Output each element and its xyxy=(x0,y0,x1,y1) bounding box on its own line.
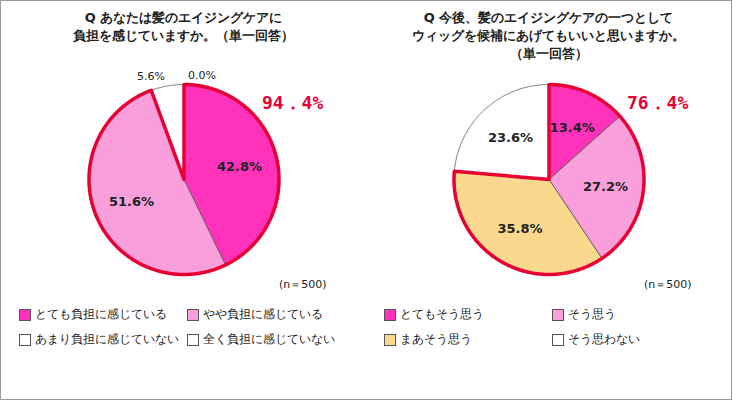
svg-text:23.6%: 23.6% xyxy=(488,130,533,145)
svg-text:27.2%: 27.2% xyxy=(583,179,628,194)
html-text:やや負担に感じている: やや負担に感じている xyxy=(202,307,323,321)
svg-text:0.0%: 0.0% xyxy=(188,69,216,82)
html-text:とてもそう思う: とてもそう思う xyxy=(399,307,484,321)
svg-text:13.4%: 13.4% xyxy=(550,120,595,135)
svg-text:76．4%: 76．4% xyxy=(627,92,689,113)
svg-text:35.8%: 35.8% xyxy=(497,221,542,236)
html-text:全く負担に感じていない: 全く負担に感じていない xyxy=(202,332,335,346)
html-text:まあそう思う: まあそう思う xyxy=(399,332,472,346)
html-text:とても負担に感じている: とても負担に感じている xyxy=(34,307,167,321)
svg-text:(n＝500): (n＝500) xyxy=(279,278,327,291)
html-text:Q 今後、髪のエイジングケアの一つとして ウィッグを候補にあ: Q 今後、髪のエイジングケアの一つとして ウィッグを候補にあげてもいいと思います… xyxy=(412,10,685,61)
svg-text:51.6%: 51.6% xyxy=(109,194,154,209)
svg-text:94．4%: 94．4% xyxy=(262,92,324,113)
html-text:そう思う: そう思う xyxy=(567,307,616,321)
html-text:そう思わない: そう思わない xyxy=(567,332,640,346)
svg-text:(n＝500): (n＝500) xyxy=(644,278,692,291)
svg-text:5.6%: 5.6% xyxy=(137,70,165,83)
html-text:Q あなたは髪のエイジングケアに 負担を感じていますか。（単: Q あなたは髪のエイジングケアに 負担を感じていますか。（単一回答） xyxy=(73,10,294,43)
html-text:あまり負担に感じていない: あまり負担に感じていない xyxy=(34,332,179,346)
svg-text:42.8%: 42.8% xyxy=(217,159,262,174)
